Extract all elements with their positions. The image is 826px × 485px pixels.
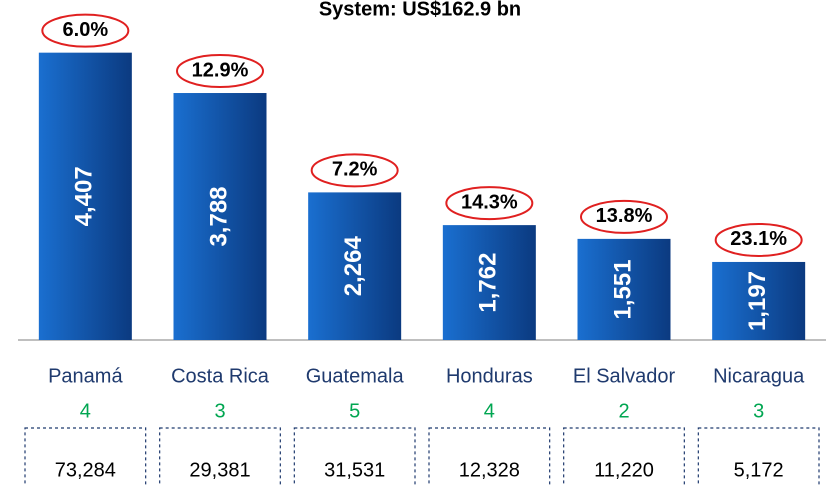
bar — [173, 93, 267, 340]
total-box — [24, 427, 147, 485]
percent-label: 7.2% — [332, 159, 378, 181]
total-label: 12,328 — [459, 459, 520, 481]
x-tick-label: Guatemala — [306, 365, 405, 387]
bar — [308, 192, 402, 340]
percent-ellipse — [176, 54, 264, 89]
bar — [577, 238, 671, 340]
total-label: 5,172 — [734, 459, 784, 481]
total-box — [428, 427, 551, 485]
total-box — [563, 427, 685, 485]
total-label: 11,220 — [594, 459, 654, 481]
x-tick-label: Honduras — [446, 365, 533, 387]
total-box — [697, 427, 820, 485]
total-label: 31,531 — [324, 459, 385, 481]
percent-ellipse — [580, 199, 668, 234]
percent-label: 23.1% — [730, 228, 787, 250]
bar — [442, 225, 536, 340]
bar — [38, 52, 132, 340]
value-label: 3,788 — [205, 186, 232, 246]
count-label: 3 — [753, 400, 764, 422]
value-label: 1,762 — [475, 253, 502, 313]
x-tick-label: Nicaragua — [713, 365, 805, 387]
percent-ellipse — [41, 13, 130, 48]
percent-ellipse — [445, 186, 534, 221]
count-label: 3 — [214, 400, 225, 422]
percent-label: 14.3% — [461, 191, 518, 213]
percent-label: 6.0% — [63, 19, 109, 41]
percent-ellipse — [310, 153, 399, 188]
value-label: 4,407 — [71, 166, 98, 226]
value-label: 2,264 — [340, 236, 367, 297]
x-tick-label: Costa Rica — [171, 365, 270, 387]
count-label: 2 — [618, 400, 629, 422]
count-label: 5 — [349, 400, 360, 422]
x-tick-label: El Salvador — [573, 365, 676, 387]
total-label: 73,284 — [55, 459, 116, 481]
count-label: 4 — [484, 400, 495, 422]
total-label: 29,381 — [189, 459, 250, 481]
count-label: 4 — [80, 400, 91, 422]
bar — [712, 261, 806, 340]
value-label: 1,197 — [744, 271, 771, 331]
percent-label: 13.8% — [596, 205, 653, 227]
total-box — [159, 427, 281, 485]
chart-title: System: US$162.9 bn — [319, 0, 521, 20]
x-tick-label: Panamá — [48, 365, 123, 387]
percent-label: 12.9% — [192, 59, 249, 81]
value-label: 1,551 — [609, 259, 636, 319]
percent-ellipse — [714, 222, 803, 257]
total-box — [293, 427, 416, 485]
